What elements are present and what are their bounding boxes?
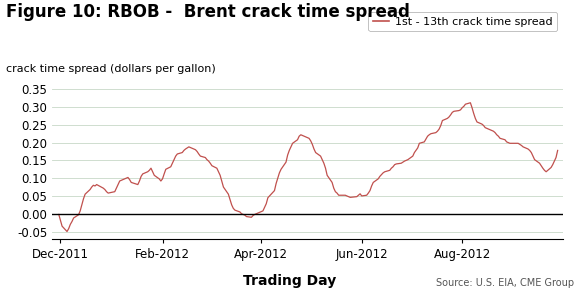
Text: crack time spread (dollars per gallon): crack time spread (dollars per gallon) (6, 64, 216, 74)
Text: Figure 10: RBOB -  Brent crack time spread: Figure 10: RBOB - Brent crack time sprea… (6, 3, 409, 21)
Legend: 1st - 13th crack time spread: 1st - 13th crack time spread (368, 12, 557, 31)
Text: Trading Day: Trading Day (244, 274, 336, 288)
Text: Source: U.S. EIA, CME Group: Source: U.S. EIA, CME Group (436, 278, 574, 288)
